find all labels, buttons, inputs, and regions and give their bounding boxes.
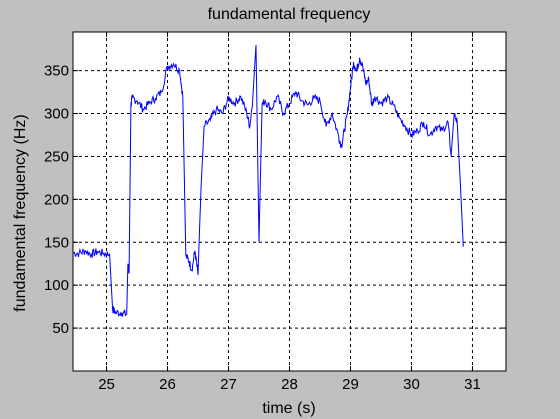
x-tick-label: 28	[281, 376, 298, 393]
x-axis-label: time (s)	[262, 400, 315, 417]
plot-frame	[72, 31, 507, 372]
y-tick-label: 200	[44, 191, 69, 208]
y-tick-label: 100	[44, 277, 69, 294]
y-tick-label: 250	[44, 148, 69, 165]
x-tick-label: 25	[98, 376, 115, 393]
axis-ticks	[73, 32, 506, 371]
y-tick-label: 350	[44, 63, 69, 80]
x-tick-label: 26	[159, 376, 176, 393]
chart-title: fundamental frequency	[208, 6, 371, 23]
y-tick-label: 300	[44, 106, 69, 123]
x-tick-label: 30	[403, 376, 420, 393]
y-tick-label: 50	[52, 320, 69, 337]
y-axis-label: fundamental frequency (Hz)	[12, 114, 29, 311]
x-tick-label: 27	[220, 376, 237, 393]
x-tick-label: 29	[342, 376, 359, 393]
tick-labels: 25 26 27 28 29 30 31 50 100 150 200 250 300 350	[44, 63, 481, 393]
series-line	[72, 44, 464, 317]
x-tick-label: 31	[464, 376, 481, 393]
y-tick-label: 150	[44, 234, 69, 251]
